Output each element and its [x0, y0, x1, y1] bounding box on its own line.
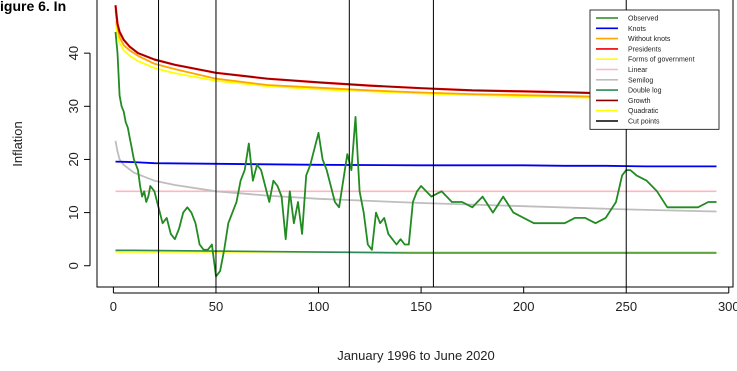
y-tick-label: 20	[66, 152, 81, 166]
y-axis-title: Inflation	[10, 121, 25, 167]
legend-label: Presidents	[628, 46, 662, 53]
y-tick-label: 10	[66, 205, 81, 219]
axes: 0 50 100 150 200 250 300 0 10 20 30 40	[66, 0, 737, 314]
y-tick-label: 40	[66, 46, 81, 60]
legend: Observed Knots Without knots Presidents Form…	[589, 9, 720, 130]
y-tick-label: 0	[66, 262, 81, 269]
legend-label: Double log	[628, 88, 662, 95]
legend-label: Growth	[628, 98, 651, 105]
plot-frame	[96, 0, 734, 288]
y-tick-label: 30	[66, 99, 81, 113]
x-tick-label: 100	[308, 299, 330, 314]
series-line-without-knots	[114, 10, 717, 100]
legend-label: Quadratic	[628, 108, 659, 115]
legend-label: Knots	[628, 26, 646, 33]
x-axis-title: January 1996 to June 2020	[337, 348, 495, 363]
legend-label: Observed	[628, 16, 658, 23]
x-tick-label: 50	[209, 299, 223, 314]
x-tick-label: 200	[513, 299, 535, 314]
legend-label: Linear	[628, 67, 648, 74]
x-tick-label: 300	[718, 299, 737, 314]
figure-caption-fragment: igure 6. In	[0, 0, 66, 14]
x-tick-label: 250	[615, 299, 637, 314]
series-line-forms-of-government	[114, 21, 717, 101]
x-tick-label: 150	[410, 299, 432, 314]
series-line-knots	[115, 160, 717, 168]
x-tick-label: 0	[110, 299, 117, 314]
legend-label: Without knots	[628, 36, 671, 43]
series-line-double-log	[115, 249, 717, 254]
legend-label: Cut points	[628, 119, 660, 126]
legend-label: Forms of government	[628, 57, 695, 64]
legend-label: Semilog	[628, 77, 653, 84]
series-line-growth	[114, 5, 717, 97]
plot-area	[114, 0, 717, 287]
